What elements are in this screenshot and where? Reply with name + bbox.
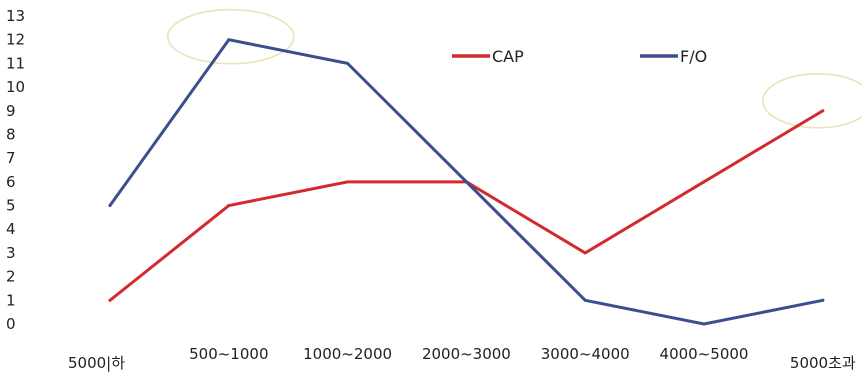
- highlight-ellipse-2: [762, 72, 862, 129]
- legend: CAP F/O: [452, 47, 707, 66]
- x-tick-label: 5000|하: [68, 354, 125, 372]
- x-tick-label: 4000~5000: [660, 345, 749, 363]
- y-tick-label: 9: [6, 102, 16, 120]
- y-tick-label: 7: [6, 149, 16, 167]
- data-point: [227, 204, 231, 208]
- y-tick-label: 11: [6, 54, 25, 72]
- data-point: [108, 204, 112, 208]
- y-tick-label: 12: [6, 31, 25, 49]
- data-point: [346, 61, 350, 65]
- data-point: [346, 180, 350, 184]
- y-tick-label: 0: [6, 315, 16, 333]
- series-lines: [108, 38, 825, 326]
- x-tick-label: 1000~2000: [303, 345, 392, 363]
- data-point: [227, 38, 231, 42]
- legend-label: CAP: [492, 47, 524, 66]
- data-point: [108, 298, 112, 302]
- x-tick-label: 2000~3000: [422, 345, 511, 363]
- y-tick-label: 10: [6, 78, 25, 96]
- x-tick-label: 3000~4000: [541, 345, 630, 363]
- data-point: [583, 298, 587, 302]
- y-tick-label: 6: [6, 173, 16, 191]
- series-line-cap: [108, 109, 825, 302]
- y-tick-label: 3: [6, 244, 16, 262]
- y-tick-label: 5: [6, 197, 16, 215]
- legend-label: F/O: [680, 47, 707, 66]
- x-tick-label: 5000초과: [790, 354, 856, 372]
- data-point: [702, 322, 706, 326]
- y-tick-label: 13: [6, 7, 25, 25]
- data-point: [821, 109, 825, 113]
- highlight-ellipses: [167, 8, 862, 129]
- data-point: [702, 180, 706, 184]
- x-axis: 5000|하 500~1000 1000~2000 2000~3000 3000~400…: [68, 345, 856, 372]
- data-point: [464, 180, 468, 184]
- y-tick-label: 4: [6, 220, 16, 238]
- y-tick-label: 8: [6, 125, 16, 143]
- highlight-ellipse-1: [167, 8, 295, 65]
- data-point: [821, 298, 825, 302]
- data-point: [583, 251, 587, 255]
- y-tick-label: 2: [6, 268, 16, 286]
- x-tick-label: 500~1000: [189, 345, 268, 363]
- y-tick-label: 1: [6, 291, 16, 309]
